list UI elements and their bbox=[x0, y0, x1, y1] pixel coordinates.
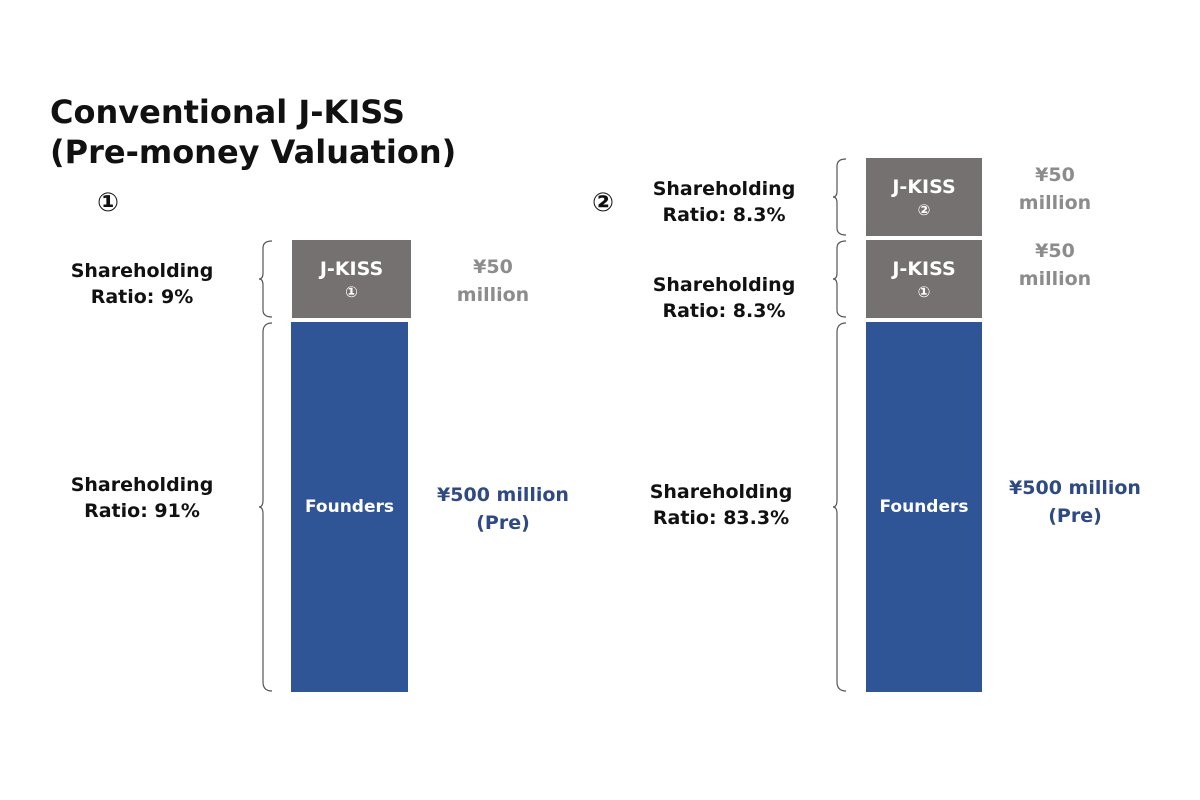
panel-1-founders-brace bbox=[258, 322, 273, 692]
amount-line-1: ¥500 million bbox=[437, 484, 569, 506]
ratio-line-2: Ratio: 8.3% bbox=[662, 204, 786, 226]
diagram-title: Conventional J-KISS (Pre-money Valuation… bbox=[50, 92, 456, 172]
title-line-1: Conventional J-KISS bbox=[50, 93, 405, 131]
panel-2-jkiss-2-brace bbox=[832, 158, 847, 236]
jkiss-label: J-KISS bbox=[319, 258, 384, 280]
panel-1-number: ① bbox=[97, 188, 120, 218]
panel-2-founders-brace bbox=[832, 322, 847, 692]
jkiss-sublabel: ② bbox=[917, 201, 931, 219]
founders-label: Founders bbox=[879, 497, 969, 517]
title-line-2: (Pre-money Valuation) bbox=[50, 133, 457, 171]
panel-2-number: ② bbox=[592, 188, 615, 218]
amount-line-1: ¥50 bbox=[1035, 240, 1075, 262]
panel-2-founders-block: Founders bbox=[866, 322, 982, 692]
ratio-line-1: Shareholding bbox=[70, 474, 214, 496]
ratio-line-1: Shareholding bbox=[652, 274, 796, 296]
jkiss-sublabel: ① bbox=[917, 283, 931, 301]
ratio-line-2: Ratio: 9% bbox=[90, 286, 194, 308]
ratio-line-1: Shareholding bbox=[652, 178, 796, 200]
founders-label: Founders bbox=[304, 497, 394, 517]
amount-line-2: million bbox=[1018, 192, 1092, 214]
amount-line-1: ¥500 million bbox=[1009, 477, 1141, 499]
panel-2-jkiss-2-ratio: Shareholding Ratio: 8.3% bbox=[634, 176, 814, 228]
panel-2-founders-ratio: Shareholding Ratio: 83.3% bbox=[631, 479, 811, 531]
panel-2-jkiss-1-amount: ¥50 million bbox=[985, 237, 1125, 293]
panel-1-founders-amount: ¥500 million (Pre) bbox=[418, 481, 588, 537]
panel-1-jkiss-1-brace bbox=[258, 240, 273, 318]
panel-1-jkiss-1-block: J-KISS ① bbox=[292, 240, 411, 318]
jkiss-label: J-KISS bbox=[892, 258, 956, 280]
amount-line-2: (Pre) bbox=[1048, 505, 1102, 527]
panel-2-jkiss-1-block: J-KISS ① bbox=[866, 240, 982, 318]
panel-2-jkiss-1-ratio: Shareholding Ratio: 8.3% bbox=[634, 272, 814, 324]
panel-1-founders-block: Founders bbox=[291, 322, 408, 692]
panel-1-founders-ratio: Shareholding Ratio: 91% bbox=[52, 472, 232, 524]
amount-line-2: million bbox=[456, 284, 530, 306]
ratio-line-2: Ratio: 8.3% bbox=[662, 300, 786, 322]
amount-line-1: ¥50 bbox=[1035, 164, 1075, 186]
amount-line-2: million bbox=[1018, 268, 1092, 290]
amount-line-1: ¥50 bbox=[473, 256, 513, 278]
panel-2-jkiss-2-block: J-KISS ② bbox=[866, 158, 982, 236]
panel-1-jkiss-1-amount: ¥50 million bbox=[423, 253, 563, 309]
ratio-line-2: Ratio: 83.3% bbox=[652, 507, 790, 529]
jkiss-label: J-KISS bbox=[892, 176, 956, 198]
amount-line-2: (Pre) bbox=[476, 512, 530, 534]
ratio-line-2: Ratio: 91% bbox=[84, 500, 200, 522]
jkiss-sublabel: ① bbox=[345, 283, 358, 301]
panel-2-jkiss-1-brace bbox=[832, 240, 847, 318]
panel-1-jkiss-1-ratio: Shareholding Ratio: 9% bbox=[52, 258, 232, 310]
ratio-line-1: Shareholding bbox=[649, 481, 793, 503]
panel-2-founders-amount: ¥500 million (Pre) bbox=[990, 474, 1160, 530]
ratio-line-1: Shareholding bbox=[70, 260, 214, 282]
panel-2-jkiss-2-amount: ¥50 million bbox=[985, 161, 1125, 217]
